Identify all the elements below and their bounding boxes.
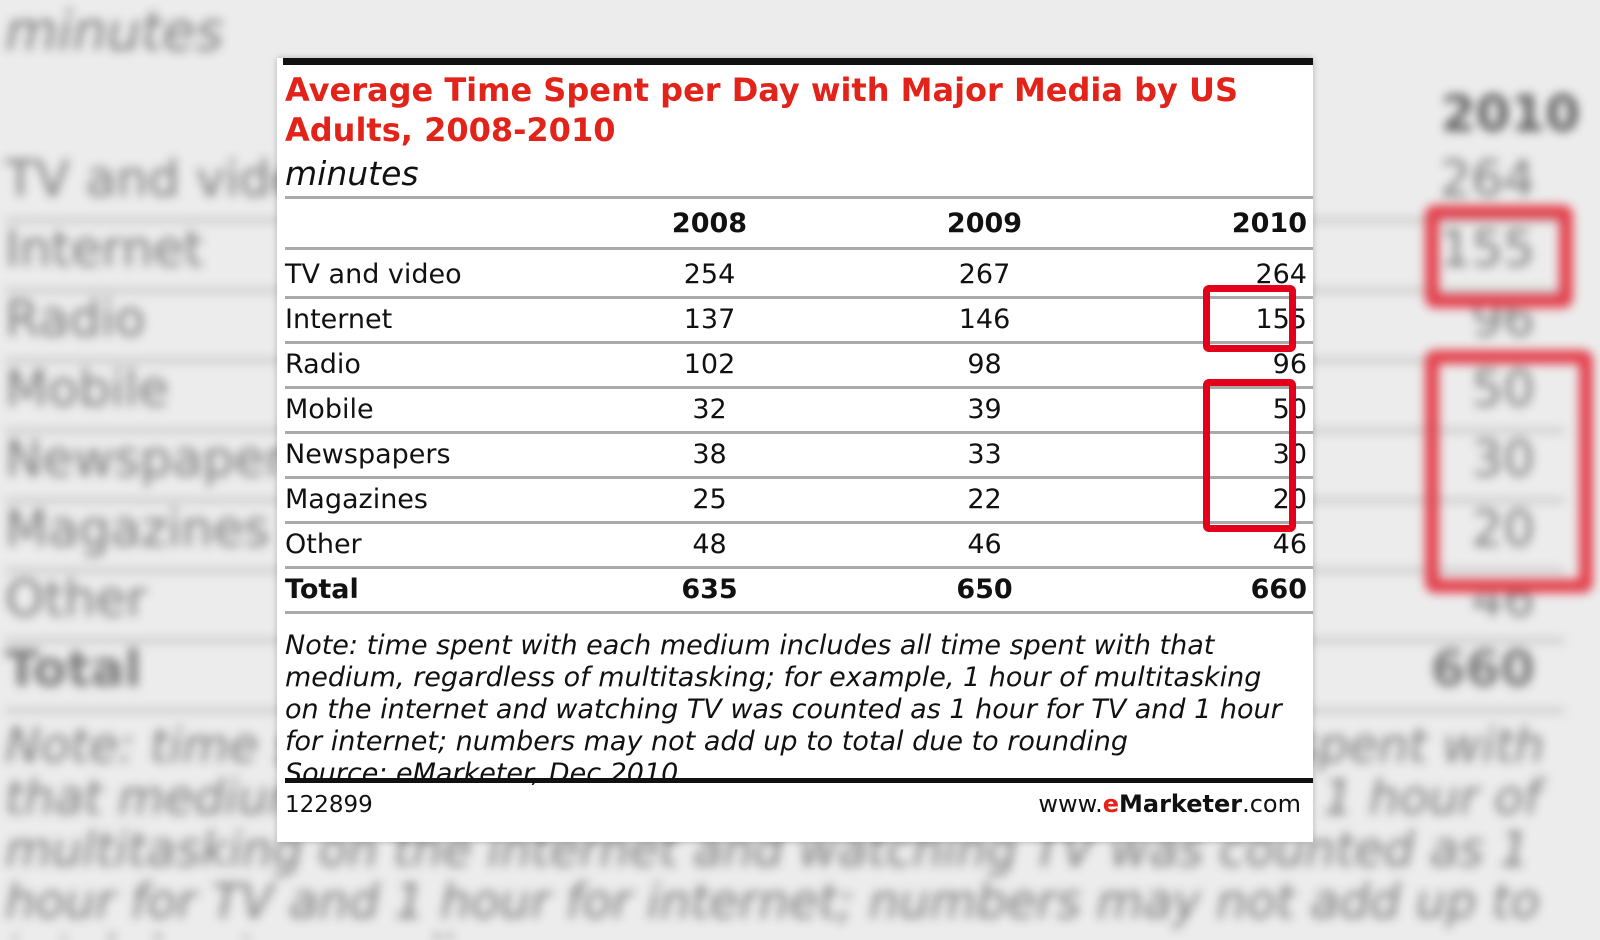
- table-cell-2009: 33: [967, 439, 1002, 470]
- row-divider: [285, 431, 1313, 434]
- table-cell-2010: 46: [1272, 529, 1307, 560]
- table-cell-2009: 46: [967, 529, 1002, 560]
- table-note: Note: time spent with each medium includ…: [285, 630, 1300, 790]
- divider: [285, 247, 1313, 250]
- total-cell-2008: 635: [681, 574, 738, 605]
- divider: [285, 196, 1313, 199]
- row-divider: [285, 611, 1313, 614]
- table-cell-2009: 39: [967, 394, 1002, 425]
- table-cell-2008: 102: [683, 349, 736, 380]
- table-cell-2009: 267: [958, 259, 1011, 290]
- row-label: TV and video: [285, 259, 462, 290]
- table-card: Average Time Spent per Day with Major Me…: [277, 58, 1313, 842]
- bg-subtitle: minutes: [5, 0, 224, 63]
- table-cell-2008: 25: [692, 484, 727, 515]
- row-divider: [285, 521, 1313, 524]
- table-cell-2008: 38: [692, 439, 727, 470]
- column-header-2010: 2010: [1231, 208, 1307, 239]
- bg-highlight-box: [1425, 205, 1573, 308]
- row-label: Radio: [285, 349, 361, 380]
- row-label: Other: [285, 529, 362, 560]
- bg-highlight-box: [1425, 350, 1593, 593]
- note-text: Note: time spent with each medium includ…: [285, 630, 1282, 757]
- table-cell-2010: 155: [1255, 304, 1307, 335]
- row-label: Magazines: [285, 484, 428, 515]
- table-cell-2009: 146: [958, 304, 1011, 335]
- top-bar: [283, 58, 1313, 65]
- row-divider: [285, 296, 1313, 299]
- row-divider: [285, 476, 1313, 479]
- emarketer-url: www.eMarketer.com: [1038, 790, 1301, 818]
- table-cell-2009: 22: [967, 484, 1002, 515]
- column-header-2008: 2008: [671, 208, 748, 239]
- highlight-box-internet-2010: [1203, 285, 1296, 352]
- row-divider: [285, 341, 1313, 344]
- table-cell-2008: 32: [692, 394, 727, 425]
- table-cell-2008: 254: [683, 259, 736, 290]
- chart-title: Average Time Spent per Day with Major Me…: [285, 71, 1239, 149]
- table-cell-2008: 137: [683, 304, 736, 335]
- table-cell-2010: 264: [1255, 259, 1307, 290]
- bg-year-2010: 2010: [1440, 85, 1580, 143]
- table-cell-2010: 96: [1272, 349, 1307, 380]
- row-divider: [285, 566, 1313, 569]
- total-row-label: Total: [285, 574, 359, 605]
- chart-id: 122899: [285, 792, 373, 818]
- table-cell-2009: 98: [967, 349, 1002, 380]
- row-label: Newspapers: [285, 439, 451, 470]
- row-divider: [285, 386, 1313, 389]
- row-label: Mobile: [285, 394, 374, 425]
- chart-subtitle: minutes: [285, 154, 419, 193]
- row-label: Internet: [285, 304, 393, 335]
- table-cell-2008: 48: [692, 529, 727, 560]
- bottom-bar: [285, 778, 1313, 783]
- column-header-2009: 2009: [946, 208, 1023, 239]
- source-text: Source: eMarketer, Dec 2010: [285, 758, 679, 789]
- highlight-box-mobile-magazines-2010: [1203, 379, 1296, 532]
- total-cell-2010: 660: [1250, 574, 1307, 605]
- total-cell-2009: 650: [956, 574, 1013, 605]
